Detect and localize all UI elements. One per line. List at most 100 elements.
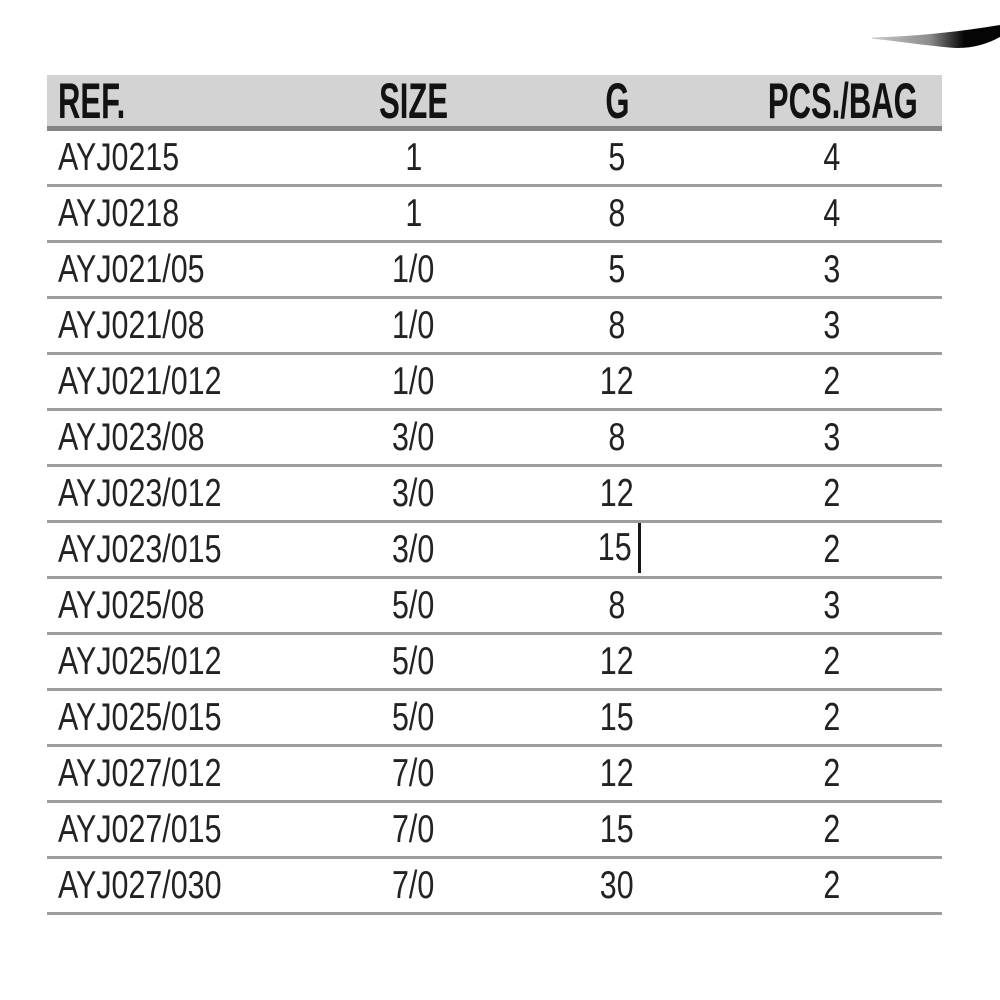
cell-pcs-bag: 2 xyxy=(722,362,942,401)
column-header-g: G xyxy=(512,76,722,126)
cell-ref: AYJ025/08 xyxy=(47,586,315,625)
cell-g: 12 xyxy=(512,474,722,513)
cell-g: 15 xyxy=(512,698,722,737)
cell-ref: AYJ021/08 xyxy=(47,306,315,345)
cell-pcs-bag: 2 xyxy=(722,698,942,737)
ref-value: AYJ023/015 xyxy=(58,528,222,571)
ref-value: AYJ0218 xyxy=(58,192,180,235)
g-value: 15 xyxy=(598,525,632,569)
cell-size: 3/0 xyxy=(315,474,512,513)
pcs-bag-value: 2 xyxy=(823,472,841,515)
table-body: AYJ0215 1 5 4 AYJ0218 1 8 4 AYJ021/05 1/… xyxy=(47,131,942,915)
pcs-bag-value: 2 xyxy=(823,640,841,683)
cell-pcs-bag: 3 xyxy=(722,586,942,625)
cell-ref: AYJ0215 xyxy=(47,138,315,177)
cell-pcs-bag: 2 xyxy=(722,754,942,793)
table-row: AYJ021/05 1/0 5 3 xyxy=(47,243,942,299)
size-value: 5/0 xyxy=(392,640,435,683)
size-value: 5/0 xyxy=(392,584,435,627)
cell-ref: AYJ0218 xyxy=(47,194,315,233)
ref-value: AYJ0215 xyxy=(58,136,180,179)
pcs-bag-value: 3 xyxy=(823,248,841,291)
cell-pcs-bag: 4 xyxy=(722,138,942,177)
cell-size: 1 xyxy=(315,138,512,177)
g-value: 8 xyxy=(608,192,626,235)
size-value: 3/0 xyxy=(392,416,435,459)
size-value: 3/0 xyxy=(392,472,435,515)
pcs-bag-value: 4 xyxy=(823,192,841,235)
column-header-size-label: SIZE xyxy=(379,72,448,129)
ref-value: AYJ023/08 xyxy=(58,416,205,459)
pcs-bag-value: 3 xyxy=(823,416,841,459)
g-value: 5 xyxy=(608,136,626,179)
ref-value: AYJ021/05 xyxy=(58,248,205,291)
cell-g: 8 xyxy=(512,194,722,233)
cell-g: 30 xyxy=(512,866,722,905)
cell-ref: AYJ025/015 xyxy=(47,698,315,737)
table-row: AYJ021/08 1/0 8 3 xyxy=(47,299,942,355)
ref-value: AYJ021/08 xyxy=(58,304,205,347)
cell-ref: AYJ021/012 xyxy=(47,362,315,401)
table-row: AYJ021/012 1/0 12 2 xyxy=(47,355,942,411)
cell-size: 5/0 xyxy=(315,586,512,625)
cell-ref: AYJ027/030 xyxy=(47,866,315,905)
table-row: AYJ023/012 3/0 12 2 xyxy=(47,467,942,523)
column-header-ref-label: REF. xyxy=(58,72,126,129)
cell-size: 5/0 xyxy=(315,642,512,681)
ref-value: AYJ023/012 xyxy=(58,472,222,515)
pcs-bag-value: 2 xyxy=(823,528,841,571)
column-header-g-label: G xyxy=(604,72,630,129)
pcs-bag-value: 4 xyxy=(823,136,841,179)
cell-ref: AYJ023/012 xyxy=(47,474,315,513)
cell-size: 1 xyxy=(315,194,512,233)
size-value: 7/0 xyxy=(392,864,435,907)
g-value: 12 xyxy=(600,640,634,683)
table-row: AYJ027/030 7/0 30 2 xyxy=(47,859,942,915)
table-row: AYJ025/08 5/0 8 3 xyxy=(47,579,942,635)
g-value: 5 xyxy=(608,248,626,291)
swoosh-crescent-icon xyxy=(872,25,1000,48)
pcs-bag-value: 2 xyxy=(823,864,841,907)
g-value: 12 xyxy=(600,752,634,795)
g-value: 8 xyxy=(608,416,626,459)
column-header-pcs-bag-label: PCS./BAG xyxy=(767,72,918,129)
cell-pcs-bag: 4 xyxy=(722,194,942,233)
size-value: 5/0 xyxy=(392,696,435,739)
size-value: 1 xyxy=(405,192,422,235)
cell-g: 5 xyxy=(512,250,722,289)
cell-g: 8 xyxy=(512,306,722,345)
cell-ref: AYJ027/015 xyxy=(47,810,315,849)
cell-g: 12 xyxy=(512,362,722,401)
cell-size: 1/0 xyxy=(315,362,512,401)
cell-size: 1/0 xyxy=(315,306,512,345)
cell-g: 5 xyxy=(512,138,722,177)
table-row: AYJ027/015 7/0 15 2 xyxy=(47,803,942,859)
cell-ref: AYJ021/05 xyxy=(47,250,315,289)
cell-ref: AYJ023/015 xyxy=(47,530,315,569)
g-value: 30 xyxy=(600,864,634,907)
ref-value: AYJ025/08 xyxy=(58,584,205,627)
size-value: 1 xyxy=(405,136,422,179)
ref-value: AYJ025/015 xyxy=(58,696,222,739)
pcs-bag-value: 2 xyxy=(823,696,841,739)
cell-size: 7/0 xyxy=(315,810,512,849)
cell-ref: AYJ027/012 xyxy=(47,754,315,793)
pcs-bag-value: 2 xyxy=(823,808,841,851)
ref-value: AYJ027/015 xyxy=(58,808,222,851)
cell-pcs-bag: 2 xyxy=(722,866,942,905)
cell-size: 5/0 xyxy=(315,698,512,737)
text-cursor xyxy=(637,522,641,573)
ref-value: AYJ027/012 xyxy=(58,752,222,795)
g-value: 8 xyxy=(608,304,626,347)
cell-g: 15 xyxy=(512,810,722,849)
size-value: 1/0 xyxy=(392,360,435,403)
ref-value: AYJ027/030 xyxy=(58,864,222,907)
table-row: AYJ023/015 3/0 15 2 xyxy=(47,522,942,579)
g-value: 15 xyxy=(600,808,634,851)
pcs-bag-value: 3 xyxy=(823,304,841,347)
table-row: AYJ025/015 5/0 15 2 xyxy=(47,691,942,747)
cell-ref: AYJ025/012 xyxy=(47,642,315,681)
size-value: 1/0 xyxy=(392,248,435,291)
table-row: AYJ025/012 5/0 12 2 xyxy=(47,635,942,691)
